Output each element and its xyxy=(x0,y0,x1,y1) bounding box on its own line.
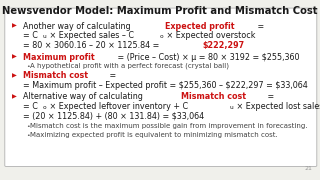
FancyBboxPatch shape xyxy=(5,8,317,166)
Text: = 80 × 3060.16 – 20 × 1125.84 =: = 80 × 3060.16 – 20 × 1125.84 = xyxy=(23,41,162,50)
Text: Mismatch cost: Mismatch cost xyxy=(23,71,88,80)
Text: = C: = C xyxy=(23,102,38,111)
Text: Maximizing expected profit is equivalent to minimizing mismatch cost.: Maximizing expected profit is equivalent… xyxy=(30,132,277,138)
Text: = Maximum profit – Expected profit = $255,360 – $222,297 = $33,064: = Maximum profit – Expected profit = $25… xyxy=(23,81,308,90)
Text: Alternative way of calculating: Alternative way of calculating xyxy=(23,92,145,101)
Text: = (20 × 1125.84) + (80 × 131.84) = $33,064: = (20 × 1125.84) + (80 × 131.84) = $33,0… xyxy=(23,112,204,121)
Text: ▶: ▶ xyxy=(12,24,17,29)
Text: × Expected overstock: × Expected overstock xyxy=(164,31,255,40)
Text: Another way of calculating: Another way of calculating xyxy=(23,22,133,31)
Text: Mismatch cost: Mismatch cost xyxy=(181,92,246,101)
Text: = C: = C xyxy=(23,31,38,40)
Text: Newsvendor Model: Maximum Profit and Mismatch Cost: Newsvendor Model: Maximum Profit and Mis… xyxy=(2,6,318,16)
Text: × Expected sales – C: × Expected sales – C xyxy=(47,31,134,40)
Text: Expected profit: Expected profit xyxy=(165,22,235,31)
Text: u: u xyxy=(229,105,233,110)
Text: A hypothetical profit with a perfect forecast (crystal ball): A hypothetical profit with a perfect for… xyxy=(30,63,229,69)
Text: u: u xyxy=(42,34,46,39)
Text: =: = xyxy=(107,71,116,80)
Text: o: o xyxy=(159,34,163,39)
Text: × Expected leftover inventory + C: × Expected leftover inventory + C xyxy=(47,102,188,111)
Text: Mismatch cost is the maximum possible gain from improvement in forecasting.: Mismatch cost is the maximum possible ga… xyxy=(30,123,307,129)
Text: × Expected lost sales =: × Expected lost sales = xyxy=(234,102,320,111)
Text: $222,297: $222,297 xyxy=(202,41,244,50)
Text: ▶: ▶ xyxy=(12,55,17,60)
Text: Maximum profit: Maximum profit xyxy=(23,53,95,62)
Text: •: • xyxy=(27,124,30,129)
Text: =: = xyxy=(265,92,274,101)
Text: •: • xyxy=(27,64,30,69)
Text: ▶: ▶ xyxy=(12,73,17,78)
Text: o: o xyxy=(42,105,46,110)
Text: •: • xyxy=(27,133,30,138)
Text: =: = xyxy=(255,22,264,31)
Text: ▶: ▶ xyxy=(12,94,17,99)
Text: = (Price – Cost) × μ = 80 × 3192 = $255,360: = (Price – Cost) × μ = 80 × 3192 = $255,… xyxy=(116,53,300,62)
Text: 21: 21 xyxy=(304,166,312,171)
